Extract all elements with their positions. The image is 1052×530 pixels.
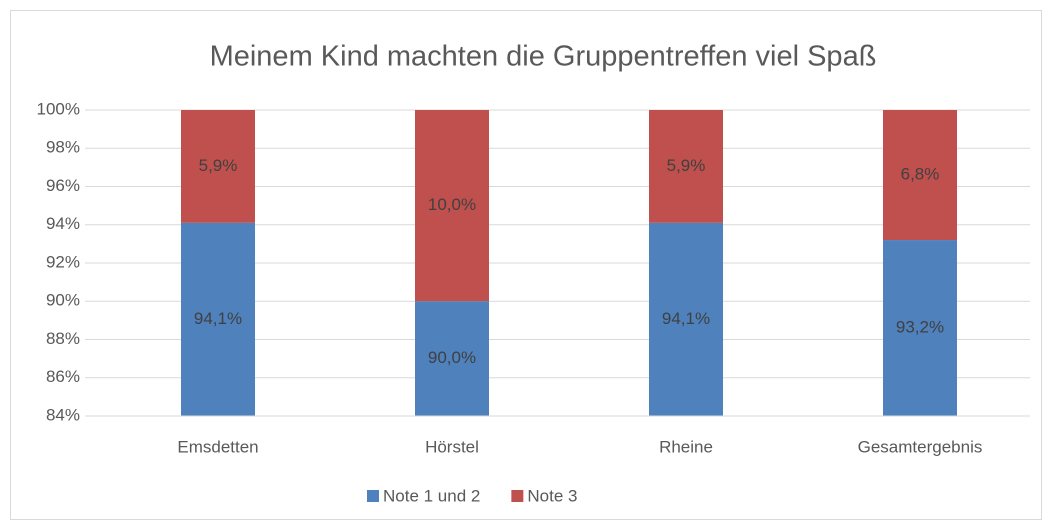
y-tick-label: 88%	[46, 329, 80, 348]
x-tick-label: Emsdetten	[177, 437, 258, 456]
y-tick-label: 86%	[46, 367, 80, 386]
bar-segment	[181, 222, 255, 416]
bar-segment	[649, 110, 723, 223]
x-tick-label: Rheine	[659, 437, 713, 456]
data-label: 93,2%	[896, 318, 944, 337]
y-tick-label: 90%	[46, 291, 80, 310]
data-label: 6,8%	[901, 165, 940, 184]
legend-swatch	[367, 490, 379, 502]
legend-label: Note 1 und 2	[383, 486, 480, 505]
y-tick-label: 100%	[37, 99, 80, 118]
bar-segment	[883, 240, 957, 416]
bar-segment	[883, 110, 957, 241]
bar-segment	[415, 301, 489, 416]
y-tick-label: 94%	[46, 214, 80, 233]
bar-segment	[415, 110, 489, 302]
data-label: 5,9%	[667, 156, 706, 175]
legend-swatch	[511, 490, 524, 502]
y-tick-label: 96%	[46, 176, 80, 195]
bar-segment	[649, 222, 723, 416]
data-label: 5,9%	[199, 156, 238, 175]
y-tick-label: 98%	[46, 138, 80, 157]
y-tick-label: 92%	[46, 252, 80, 271]
bar-segment	[181, 110, 255, 223]
chart-title: Meinem Kind machten die Gruppentreffen v…	[210, 41, 877, 73]
data-label: 90,0%	[428, 348, 476, 367]
y-tick-label: 84%	[46, 405, 80, 424]
legend-label: Note 3	[527, 486, 577, 505]
data-label: 10,0%	[428, 195, 476, 214]
x-tick-label: Hörstel	[425, 437, 479, 456]
x-tick-label: Gesamtergebnis	[858, 437, 983, 456]
data-label: 94,1%	[194, 309, 242, 328]
data-label: 94,1%	[662, 309, 710, 328]
